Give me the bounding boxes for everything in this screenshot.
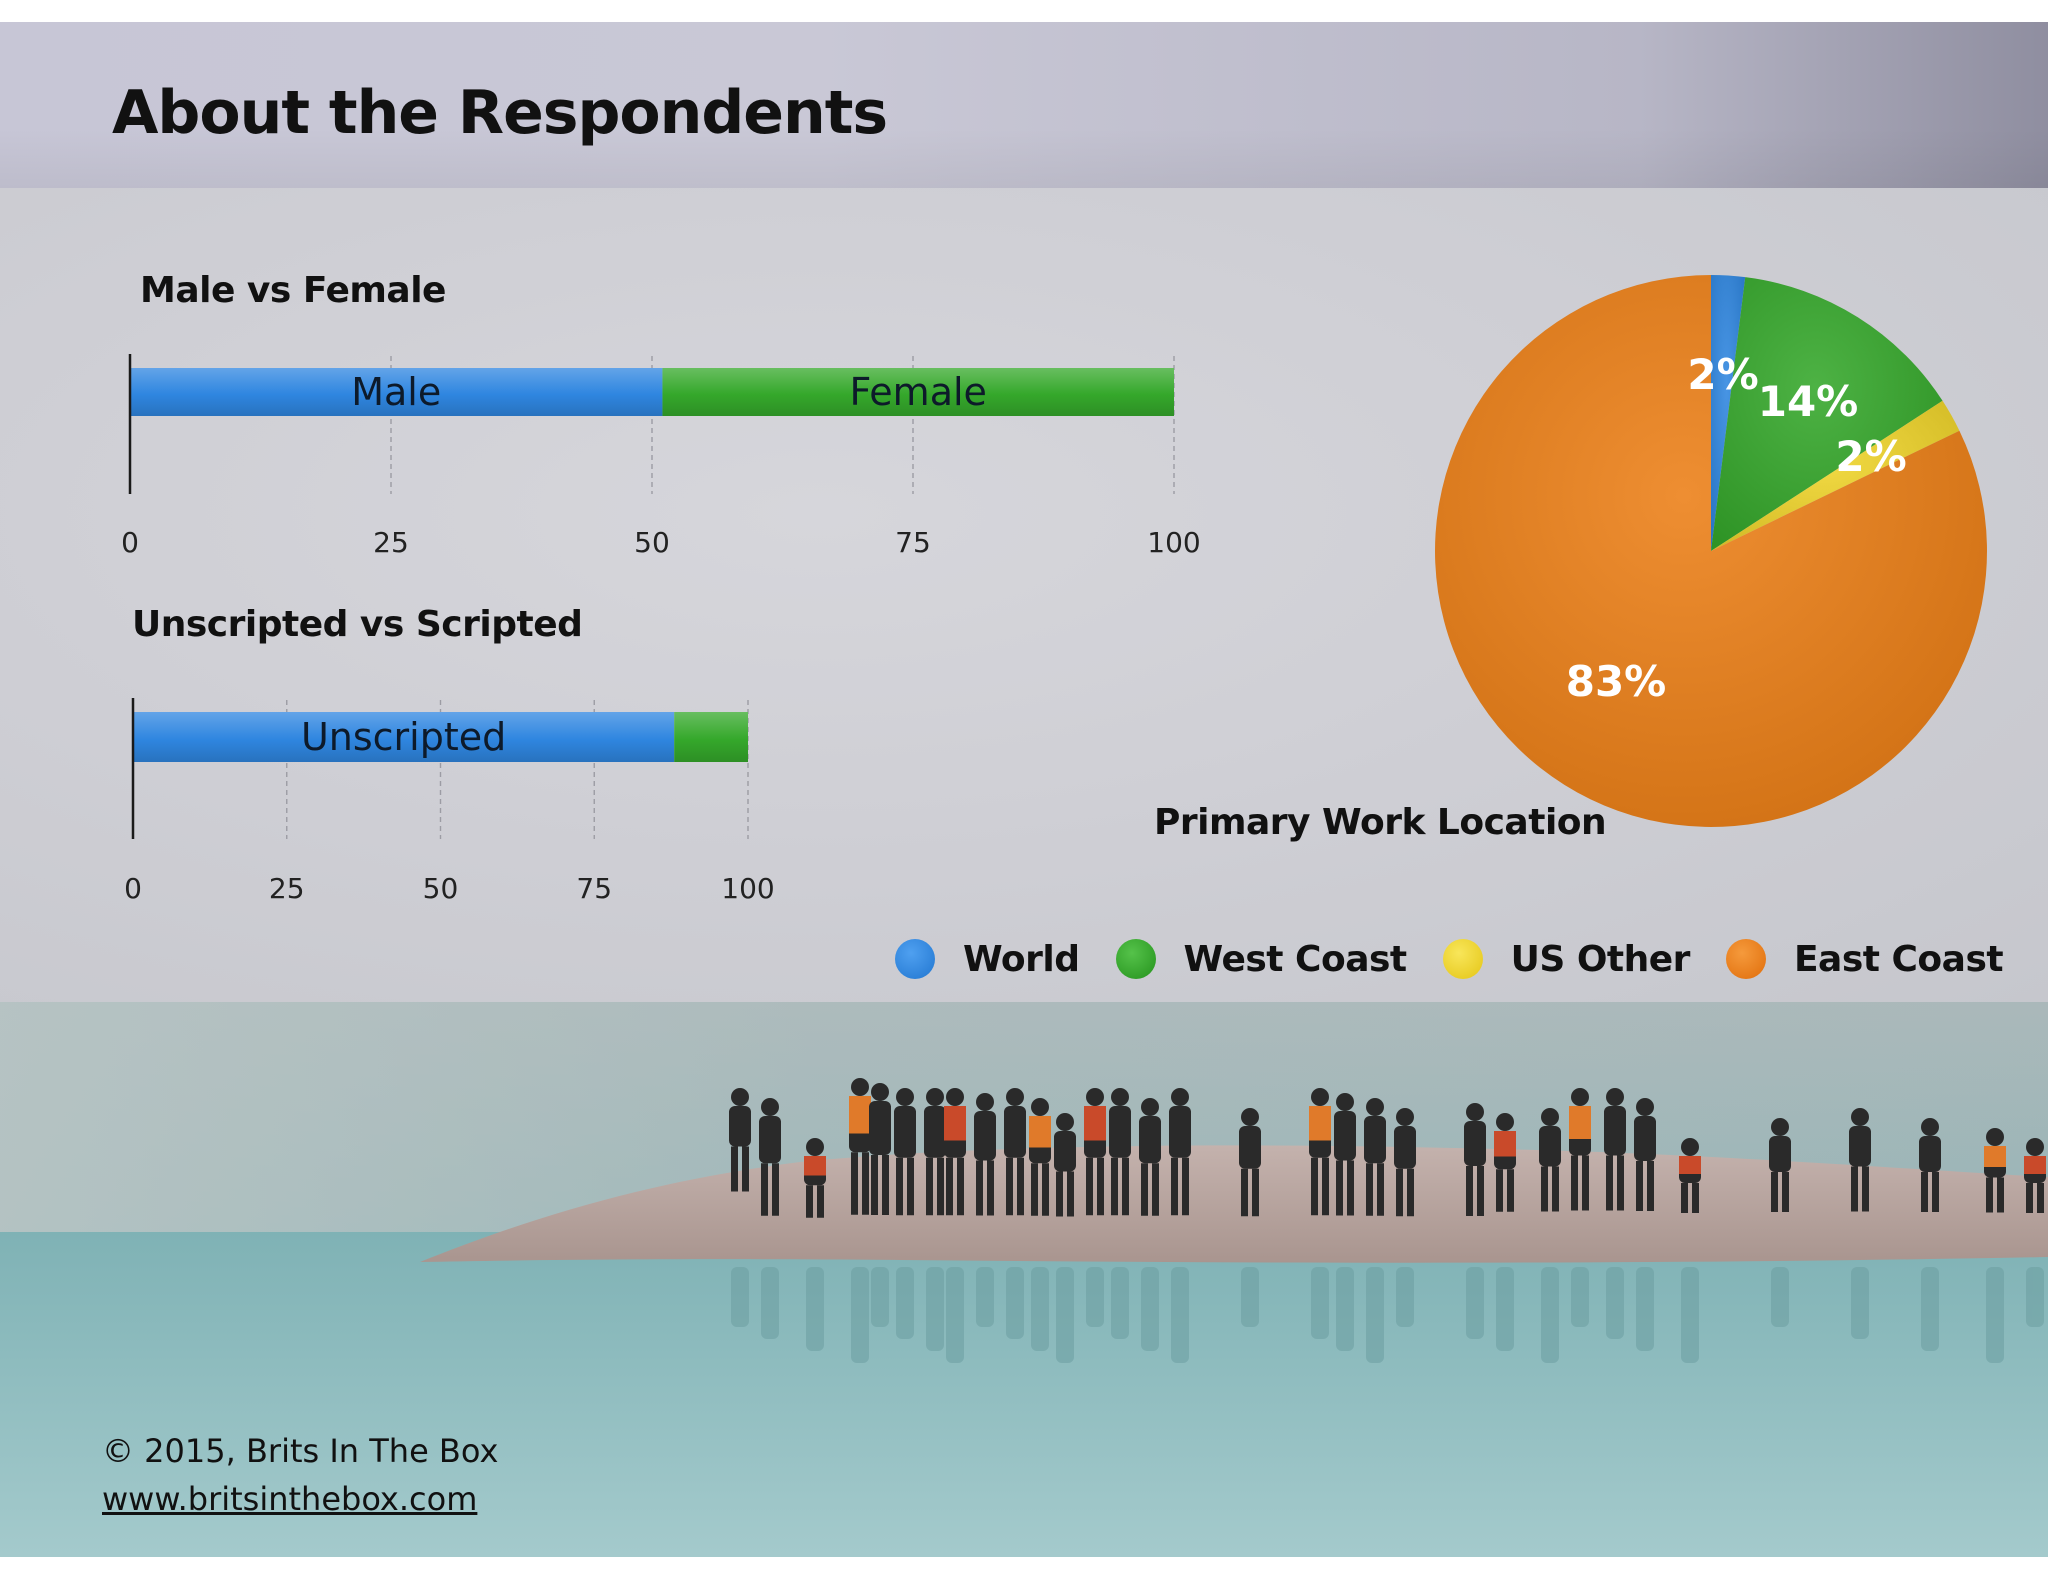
legend-item-west-coast: West Coast xyxy=(1115,938,1408,980)
x-tick-label: 50 xyxy=(423,872,459,905)
lake-photo xyxy=(0,1002,2048,1557)
bar-segment-label: Male xyxy=(351,370,441,414)
legend-label: West Coast xyxy=(1183,938,1408,980)
pie-chart-location: 2%14%2%83% xyxy=(1435,275,1987,827)
bar-segment-label: Female xyxy=(850,370,987,414)
bar-segment-male xyxy=(130,368,663,416)
legend-swatch-east-coast xyxy=(1725,939,1766,979)
x-tick-label: 0 xyxy=(124,872,142,905)
page-title: About the Respondents xyxy=(112,78,888,148)
pie-slice-label: 14% xyxy=(1758,377,1859,426)
pie-slice-west-coast xyxy=(1711,277,1943,551)
x-tick-label: 100 xyxy=(1147,526,1200,559)
pie-slice-us-other xyxy=(1711,400,1960,551)
legend-label: World xyxy=(963,938,1080,980)
bar-chart-gender: Male Female 0 25 50 75 100 xyxy=(121,354,1201,559)
legend-item-world: World xyxy=(895,939,1080,980)
pie-slice-east-coast xyxy=(1435,275,1987,827)
pie-slice-label: 2% xyxy=(1687,350,1758,399)
legend-swatch-west-coast xyxy=(1115,939,1156,979)
bar-segment-label: Unscripted xyxy=(301,715,506,759)
bar-segment-other xyxy=(674,712,748,762)
header-band: About the Respondents xyxy=(0,22,2048,188)
copyright-text: © 2015, Brits In The Box xyxy=(102,1432,499,1470)
legend-item-us-other: US Other xyxy=(1442,938,1691,980)
footer: © 2015, Brits In The Box www.britsintheb… xyxy=(102,1427,498,1523)
x-tick-label: 75 xyxy=(576,872,612,905)
x-tick-label: 100 xyxy=(721,872,774,905)
x-tick-label: 75 xyxy=(895,526,931,559)
bar-chart-2-title: Unscripted vs Scripted xyxy=(132,604,583,645)
x-tick-label: 0 xyxy=(121,526,139,559)
legend-swatch-world xyxy=(895,939,935,979)
bar-chart-1-title: Male vs Female xyxy=(140,270,446,311)
pie-slice-label: 83% xyxy=(1566,657,1667,706)
pie-chart-title: Primary Work Location xyxy=(1154,802,1607,843)
legend-label: East Coast xyxy=(1793,938,2004,980)
slide: About the Respondents Male vs Female Mal… xyxy=(0,22,2048,1557)
pie-legend: World West Coast US Other East Coast xyxy=(895,934,2004,984)
bar-chart-scripted: Unscripted 0 25 50 75 100 xyxy=(124,698,775,905)
legend-swatch-us-other xyxy=(1442,939,1483,979)
pie-slice-world xyxy=(1711,275,1746,551)
website-link[interactable]: www.britsinthebox.com xyxy=(102,1480,478,1518)
legend-label: US Other xyxy=(1510,938,1691,980)
legend-item-east-coast: East Coast xyxy=(1725,938,2004,980)
x-tick-label: 25 xyxy=(269,872,305,905)
x-tick-label: 50 xyxy=(634,526,670,559)
bar-segment-unscripted xyxy=(133,712,675,762)
x-tick-label: 25 xyxy=(373,526,409,559)
pie-slice-label: 2% xyxy=(1835,432,1906,481)
bar-segment-female xyxy=(662,368,1174,416)
